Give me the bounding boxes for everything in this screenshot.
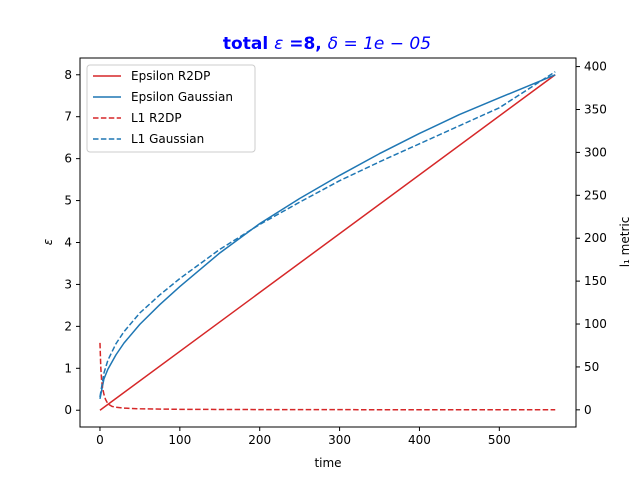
y-tick-label-3: 3 bbox=[64, 277, 72, 291]
y-right-tick-label-50: 50 bbox=[584, 360, 599, 374]
series-line-epsilon-gaussian bbox=[99, 74, 556, 400]
legend-box bbox=[86, 64, 256, 153]
y-tick-label-4: 4 bbox=[64, 236, 72, 250]
y-right-tick-label-200: 200 bbox=[584, 231, 607, 245]
plot-frame bbox=[79, 57, 577, 428]
y-tick-label-2: 2 bbox=[64, 319, 72, 333]
title-delta-part: δ = 1e − 05 bbox=[328, 34, 431, 54]
series-layer bbox=[99, 71, 556, 411]
x-tick-label-300: 300 bbox=[328, 433, 351, 447]
series-line-epsilon-r2dp bbox=[99, 74, 556, 411]
legend-label-l1-gaussian: L1 Gaussian bbox=[131, 132, 204, 146]
x-tick-label-100: 100 bbox=[168, 433, 191, 447]
y-right-tick-label-100: 100 bbox=[584, 317, 607, 331]
x-tick-label-0: 0 bbox=[96, 433, 104, 447]
y-axis-label: ε bbox=[41, 238, 55, 245]
y-right-tick-label-250: 250 bbox=[584, 188, 607, 202]
legend-entries: Epsilon R2DP Epsilon Gaussian L1 R2DP L1 Ga… bbox=[93, 69, 233, 146]
x-tick-label-200: 200 bbox=[248, 433, 271, 447]
y-right-tick-label-300: 300 bbox=[584, 145, 607, 159]
series-line-l1-r2dp bbox=[99, 342, 556, 411]
title-bold-part: total bbox=[223, 34, 274, 54]
y-tick-label-7: 7 bbox=[64, 110, 72, 124]
x-tick-label-500: 500 bbox=[488, 433, 511, 447]
legend-label-epsilon-gaussian: Epsilon Gaussian bbox=[131, 90, 233, 104]
chart-title: total ε =8, δ = 1e − 05 bbox=[223, 34, 431, 54]
ticks-layer: 0 100 200 300 400 500 0 1 2 3 4 5 6 7 8 0 50 100 150 200 250… bbox=[64, 60, 607, 447]
legend: Epsilon R2DP Epsilon Gaussian L1 R2DP L1 Ga… bbox=[86, 64, 256, 153]
series-line-l1-gaussian bbox=[99, 71, 556, 398]
y-right-tick-label-350: 350 bbox=[584, 102, 607, 116]
legend-label-l1-r2dp: L1 R2DP bbox=[131, 111, 182, 125]
y-tick-label-5: 5 bbox=[64, 194, 72, 208]
y-right-tick-label-150: 150 bbox=[584, 274, 607, 288]
y-tick-label-0: 0 bbox=[64, 403, 72, 417]
y-tick-label-1: 1 bbox=[64, 361, 72, 375]
x-tick-label-400: 400 bbox=[408, 433, 431, 447]
y-right-tick-label-0: 0 bbox=[584, 403, 592, 417]
y-tick-label-6: 6 bbox=[64, 152, 72, 166]
y-tick-label-8: 8 bbox=[64, 68, 72, 82]
title-bold-part-2: =8, bbox=[283, 34, 327, 54]
x-axis-label: time bbox=[314, 456, 341, 470]
title-epsilon-symbol: ε bbox=[274, 34, 283, 54]
legend-label-epsilon-r2dp: Epsilon R2DP bbox=[131, 69, 210, 83]
y-right-tick-label-400: 400 bbox=[584, 60, 607, 74]
y-axis-right-label: l₁ metric bbox=[618, 217, 632, 268]
